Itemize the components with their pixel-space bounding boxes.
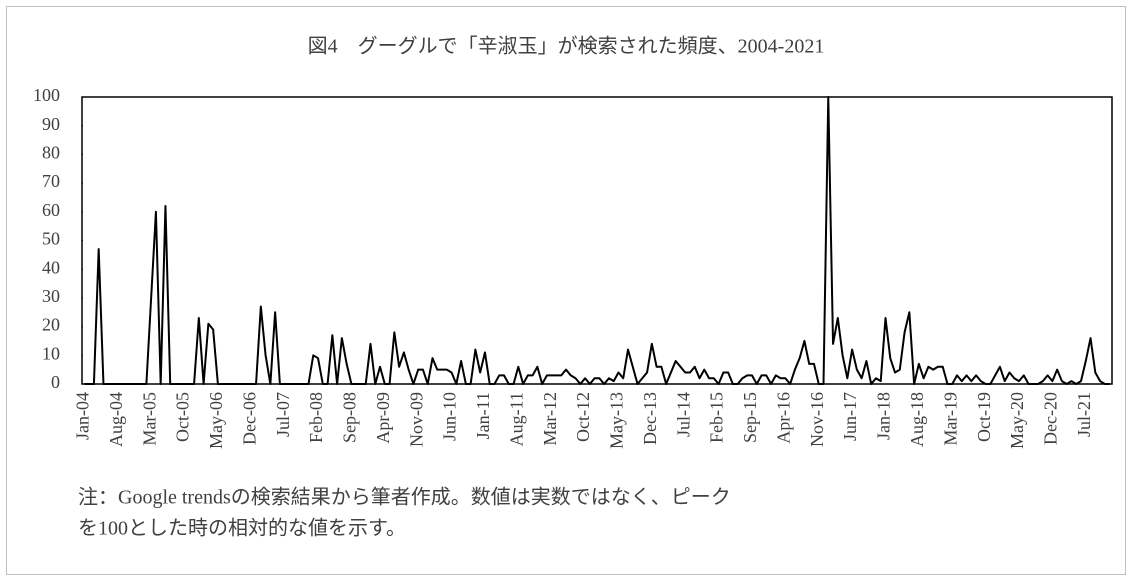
x-tick-label: Aug-11 <box>506 392 526 446</box>
x-tick-label: Nov-16 <box>807 392 827 447</box>
y-tick-label: 0 <box>51 372 60 392</box>
data-line <box>84 96 1110 385</box>
chart-title: 図4 グーグルで「辛淑玉」が検索された頻度、2004-2021 <box>308 35 825 58</box>
y-tick-label: 90 <box>42 114 60 134</box>
chart-border <box>6 6 1126 575</box>
y-tick-label: 50 <box>42 229 60 249</box>
x-tick-label: Mar-19 <box>940 392 960 446</box>
x-tick-label: Mar-05 <box>139 392 159 446</box>
x-tick-label: Jan-04 <box>73 392 93 440</box>
y-tick-label: 80 <box>42 143 60 163</box>
note-line: 注：Google trendsの検索結果から筆者作成。数値は実数ではなく、ピーク <box>78 486 731 509</box>
x-tick-label: Oct-12 <box>573 392 593 442</box>
x-tick-label: Dec-20 <box>1041 392 1061 445</box>
x-tick-label: Mar-12 <box>540 392 560 446</box>
x-tick-label: Aug-18 <box>907 392 927 447</box>
x-tick-label: Apr-09 <box>373 392 393 444</box>
x-tick-label: Dec-13 <box>640 392 660 445</box>
x-tick-label: Nov-09 <box>406 392 426 447</box>
x-tick-label: Jun-10 <box>440 392 460 441</box>
x-tick-label: Feb-08 <box>306 392 326 443</box>
x-tick-label: Sep-08 <box>340 392 360 443</box>
x-tick-label: Oct-05 <box>173 392 193 442</box>
x-tick-label: May-13 <box>607 392 627 449</box>
y-tick-label: 60 <box>42 200 60 220</box>
x-tick-label: May-20 <box>1007 392 1027 449</box>
x-tick-label: Sep-15 <box>740 392 760 443</box>
x-tick-label: Jul-14 <box>673 392 693 437</box>
y-tick-label: 70 <box>42 171 60 191</box>
y-tick-label: 40 <box>42 257 60 277</box>
y-tick-label: 100 <box>33 85 60 105</box>
x-tick-label: Jun-17 <box>840 392 860 441</box>
x-tick-label: Feb-15 <box>707 392 727 443</box>
x-tick-label: Dec-06 <box>239 392 259 445</box>
x-tick-label: Apr-16 <box>773 392 793 444</box>
note-line: を100とした時の相対的な値を示す。 <box>78 517 406 540</box>
x-tick-label: May-06 <box>206 392 226 449</box>
y-tick-label: 10 <box>42 343 60 363</box>
x-tick-label: Jan-11 <box>473 392 493 439</box>
x-tick-label: Jul-21 <box>1074 392 1094 437</box>
y-tick-label: 20 <box>42 315 60 335</box>
x-tick-label: Jul-07 <box>273 392 293 437</box>
x-tick-label: Oct-19 <box>974 392 994 442</box>
y-tick-label: 30 <box>42 286 60 306</box>
x-tick-label: Jan-18 <box>874 392 894 440</box>
x-tick-label: Aug-04 <box>106 392 126 447</box>
